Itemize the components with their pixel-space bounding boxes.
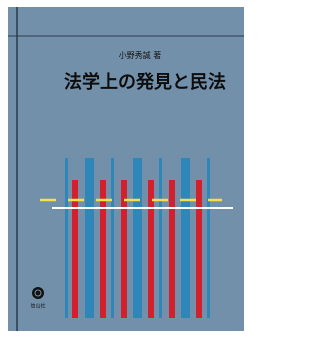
stripe (159, 158, 162, 318)
author: 小野秀誠 著 (119, 50, 162, 60)
page: 小野秀誠 著 法学上の発見と民法 信山社 (() => { const data… (0, 0, 251, 340)
stripe (133, 158, 142, 318)
stripe (169, 180, 175, 318)
stripe (65, 158, 68, 318)
stripe (111, 158, 114, 318)
title: 法学上の発見と民法 (64, 71, 226, 93)
publisher: 信山社 (30, 303, 45, 310)
stripe (207, 158, 210, 318)
stripe (181, 158, 190, 318)
stripe (85, 158, 94, 318)
stripe (196, 180, 202, 318)
publisher-logo (32, 287, 44, 299)
book-cover: 小野秀誠 著 法学上の発見と民法 信山社 (0, 0, 251, 340)
